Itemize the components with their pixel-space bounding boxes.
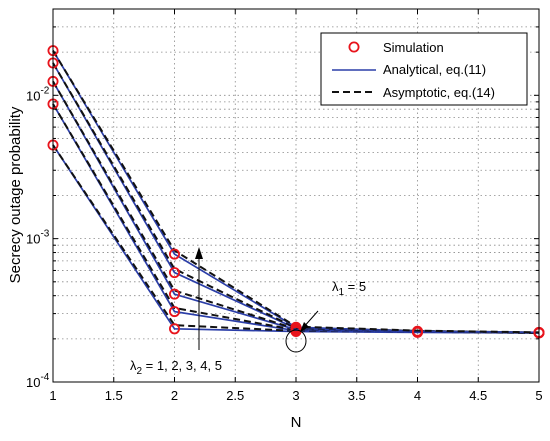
y-tick-label: 10-4 — [26, 372, 50, 390]
simulation-point — [168, 306, 180, 318]
legend: Simulation Analytical, eq.(11) Asymptoti… — [320, 32, 528, 106]
x-tick-label: 1.5 — [105, 388, 123, 403]
simulation-point — [411, 325, 423, 337]
axis-ticks — [52, 8, 540, 383]
x-tick-label: 3 — [292, 388, 299, 403]
x-tick-label: 2.5 — [226, 388, 244, 403]
x-tick-label: 5 — [535, 388, 542, 403]
legend-asymptotic-label: Asymptotic, eq.(14) — [383, 85, 495, 100]
y-tick-label: 10-3 — [26, 229, 50, 247]
legend-simulation-label: Simulation — [383, 40, 444, 55]
lambda2-arrowhead — [195, 247, 203, 259]
x-axis-label: N — [291, 414, 302, 431]
legend-analytical-label: Analytical, eq.(11) — [383, 62, 486, 77]
simulation-point — [168, 248, 180, 260]
lambda1-arrowhead — [300, 322, 309, 332]
simulation-point — [290, 321, 302, 333]
legend-simulation-marker — [348, 41, 360, 53]
x-tick-label: 2 — [171, 388, 178, 403]
lambda1-annotation: λ1 = 5 — [332, 279, 366, 298]
simulation-point — [168, 288, 180, 300]
x-tick-label: 4.5 — [469, 388, 487, 403]
x-tick-label: 3.5 — [348, 388, 366, 403]
lambda1-ellipse — [285, 329, 307, 353]
simulation-point — [168, 267, 180, 279]
x-tick-label: 4 — [414, 388, 421, 403]
y-axis-label: Secrecy outage probability — [7, 106, 24, 283]
x-tick-label: 1 — [49, 388, 56, 403]
tick-labels: 1 1.5 2 2.5 3 3.5 4 4.5 5 10-4 10-3 10-2 — [26, 85, 543, 403]
simulation-point — [168, 323, 180, 335]
lambda2-annotation: λ2 = 1, 2, 3, 4, 5 — [130, 358, 222, 377]
y-tick-label: 10-2 — [26, 85, 50, 103]
